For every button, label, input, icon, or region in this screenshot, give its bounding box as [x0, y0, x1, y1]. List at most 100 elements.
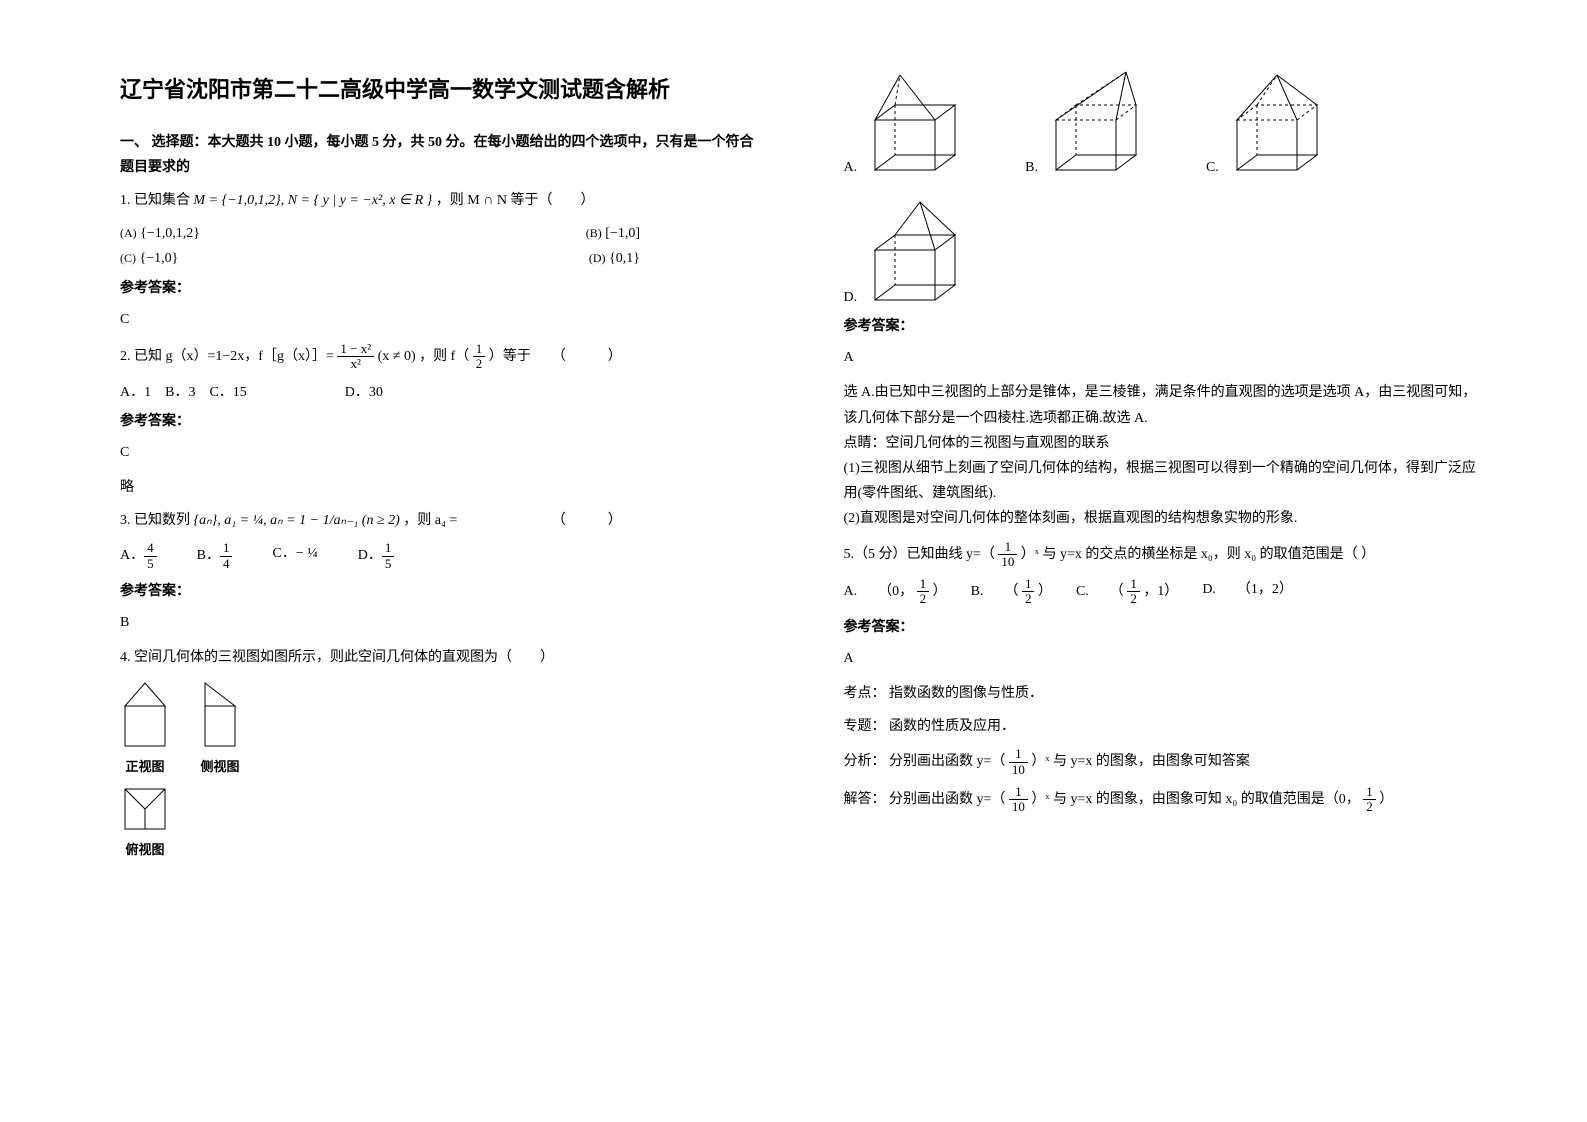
q5-B-num: 1 [1022, 577, 1035, 592]
q5-options: A. （0， 12 ） B. （ 12 ） C. （ 12 ，1） D. （1，… [844, 577, 1488, 607]
q5-B-label: B. （ [971, 584, 1019, 599]
front-view-label: 正视图 [125, 755, 164, 778]
q4-optC-label: C. [1206, 155, 1219, 180]
q4-optB-label: B. [1025, 155, 1038, 180]
q5-jd-label: 解答： [844, 792, 886, 807]
q3-stem-a: 3. 已知数列 [120, 513, 190, 528]
q5-tenth-den: 10 [998, 555, 1017, 569]
q5-jd-c: ） [1379, 792, 1393, 807]
q2-extra: 略 [120, 475, 764, 500]
q5-jd-a: 分别画出函数 y=（ [889, 792, 1005, 807]
q1-optA-label: (A) [120, 226, 137, 240]
q5-C-tail: ，1） [1143, 584, 1178, 599]
q2-cond: (x ≠ 0) [378, 349, 416, 364]
solid-c-icon [1227, 70, 1327, 180]
q1-options: (A) {−1,0,1,2} (B) [−1,0] [120, 221, 640, 246]
q5-jd-num: 1 [1009, 785, 1028, 800]
q2-stem-b: ，则 f（ [419, 349, 469, 364]
q1-optA: {−1,0,1,2} [140, 226, 200, 241]
q3-B-num: 1 [220, 541, 233, 556]
q2-options: A．1 B．3 C．15 D．30 [120, 380, 764, 405]
q1-stem-suffix: ，则 M ∩ N 等于（ ） [436, 193, 595, 208]
answer-label-5: 参考答案： [844, 615, 1488, 640]
q3-seq: {aₙ}, a₁ = ¼, aₙ = 1 − 1/aₙ₋₁ (n ≥ 2) [194, 513, 400, 528]
question-3: 3. 已知数列 {aₙ}, a₁ = ¼, aₙ = 1 − 1/aₙ₋₁ (n… [120, 508, 764, 533]
question-2: 2. 已知 g（x）=1−2x，f［g（x）］= 1 − x² x² (x ≠ … [120, 342, 764, 372]
q5-C-label: C. （ [1076, 584, 1124, 599]
q3-D-num: 1 [382, 541, 395, 556]
q2-frac-num: 1 − x² [337, 342, 374, 357]
q1-optC: {−1,0} [140, 251, 179, 266]
q3-answer: B [120, 610, 764, 635]
q4-optA-label: A. [844, 155, 858, 180]
q5-kd-label: 考点： [844, 686, 886, 701]
q2-stem-a: 2. 已知 g（x）=1−2x，f［g（x）］= [120, 349, 337, 364]
three-views-diagram: 正视图 侧视图 俯视图 [120, 681, 764, 862]
q2-half-num: 1 [473, 342, 486, 357]
q5-fx-num: 1 [1009, 747, 1028, 762]
q3-C-label: C． [272, 546, 295, 561]
answer-label-2: 参考答案： [120, 409, 764, 434]
q4-sol-4: (2)直观图是对空间几何体的整体刻画，根据直观图的结构想象实物的形象. [844, 506, 1488, 531]
answer-label-4: 参考答案： [844, 314, 1488, 339]
q2-frac-den: x² [337, 357, 374, 371]
q5-jd-half-num: 1 [1363, 785, 1376, 800]
q5-A-num: 1 [917, 577, 930, 592]
q5-kd: 指数函数的图像与性质． [889, 686, 1043, 701]
q1-optD: {0,1} [609, 251, 640, 266]
q1-optD-label: (D) [589, 251, 606, 265]
q2-half-den: 2 [473, 357, 486, 371]
side-view-label: 侧视图 [200, 755, 239, 778]
q5-answer: A [844, 646, 1488, 671]
q3-A-den: 5 [144, 557, 157, 571]
page-title: 辽宁省沈阳市第二十二高级中学高一数学文测试题含解析 [120, 70, 764, 110]
q3-C-val: − ¼ [296, 546, 318, 561]
q3-D-label: D． [358, 548, 382, 563]
q5-A-den: 2 [917, 592, 930, 606]
solid-a-icon [865, 70, 965, 180]
q1-optC-label: (C) [120, 251, 136, 265]
q5-stem-a: 5.（5 分）已知曲线 y=（ [844, 547, 995, 562]
q4-optD-label: D. [844, 285, 858, 310]
q4-answer: A [844, 345, 1488, 370]
q3-stem-b: ，则 a₄ = （ ） [403, 513, 622, 528]
answer-label-3: 参考答案： [120, 579, 764, 604]
q1-options-2: (C) {−1,0} (D) {0,1} [120, 246, 640, 271]
q2-answer: C [120, 440, 764, 465]
q1-stem-prefix: 1. 已知集合 [120, 193, 190, 208]
q5-jd-den: 10 [1009, 800, 1028, 814]
q4-sol-1: 选 A.由已知中三视图的上部分是锥体，是三棱锥，满足条件的直观图的选项是选项 A… [844, 380, 1488, 430]
q5-A-label: A. （0， [844, 584, 914, 599]
q5-jd-b: ）ˣ 与 y=x 的图象，由图象可知 x₀ 的取值范围是（0， [1031, 792, 1359, 807]
q3-A-label: A． [120, 548, 144, 563]
q3-options: A．45 B．14 C．− ¼ D．15 [120, 541, 764, 571]
q5-jd-half-den: 2 [1363, 800, 1376, 814]
answer-label-1: 参考答案： [120, 276, 764, 301]
q5-fx-a: 分别画出函数 y=（ [889, 754, 1005, 769]
q2-stem-c: ）等于 （ ） [489, 349, 622, 364]
front-view-icon [120, 681, 170, 751]
q5-D: D. （1，2） [1202, 577, 1293, 607]
question-1: 1. 已知集合 M = {−1,0,1,2}, N = { y | y = −x… [120, 188, 764, 213]
q1-answer: C [120, 307, 764, 332]
solid-d-icon [865, 200, 965, 310]
q5-stem-b: ）ˣ 与 y=x 的交点的横坐标是 x₀，则 x₀ 的取值范围是（ ） [1021, 547, 1375, 562]
q4-options: A. B. [844, 70, 1488, 310]
q1-sets: M = {−1,0,1,2}, N = { y | y = −x², x ∈ R… [194, 193, 433, 208]
q5-fx-den: 10 [1009, 763, 1028, 777]
top-view-label: 俯视图 [125, 838, 164, 861]
q3-B-label: B． [197, 548, 220, 563]
question-5: 5.（5 分）已知曲线 y=（ 110 ）ˣ 与 y=x 的交点的横坐标是 x₀… [844, 540, 1488, 570]
q5-A-tail: ） [933, 584, 947, 599]
q5-tenth-num: 1 [998, 540, 1017, 555]
q5-fx-b: ）ˣ 与 y=x 的图象，由图象可知答案 [1031, 754, 1249, 769]
q1-optB-label: (B) [586, 226, 602, 240]
q3-A-num: 4 [144, 541, 157, 556]
q1-optB: [−1,0] [605, 226, 640, 241]
q5-B-tail: ） [1038, 584, 1052, 599]
solid-b-icon [1046, 70, 1146, 180]
q4-sol-2: 点睛：空间几何体的三视图与直观图的联系 [844, 431, 1488, 456]
q4-sol-3: (1)三视图从细节上刻画了空间几何体的结构，根据三视图可以得到一个精确的空间几何… [844, 456, 1488, 506]
q3-B-den: 4 [220, 557, 233, 571]
q5-zt-label: 专题： [844, 719, 886, 734]
